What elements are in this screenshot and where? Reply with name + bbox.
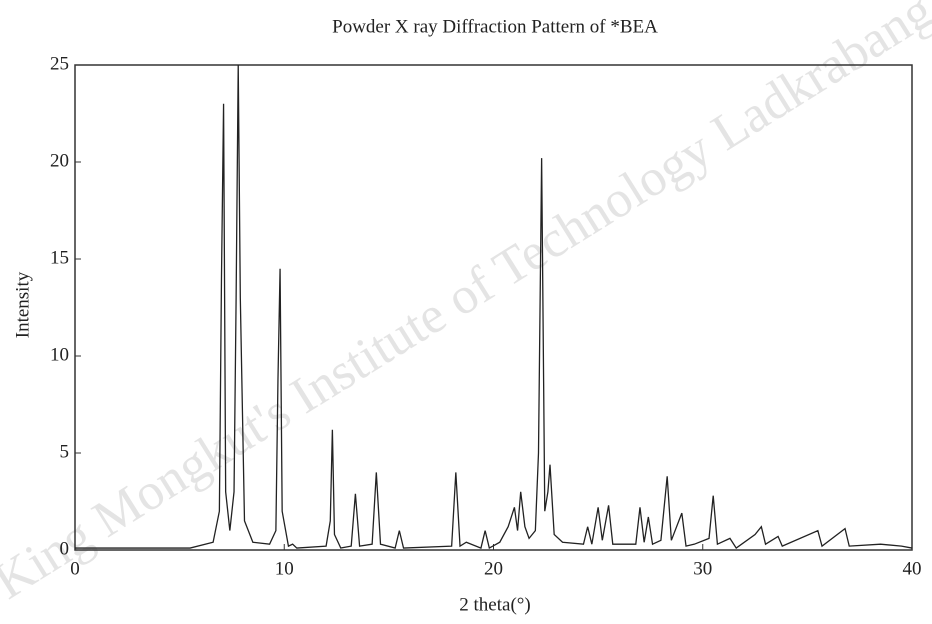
y-tick-label: 25 [50, 53, 69, 74]
y-axis-label: Intensity [12, 271, 33, 338]
page: King Mongkut's Institute of Technology L… [0, 0, 932, 624]
y-tick-label: 5 [60, 441, 70, 462]
y-tick-label: 20 [50, 150, 69, 171]
x-tick-label: 30 [693, 558, 712, 579]
x-axis-label: 2 theta(°) [459, 594, 530, 615]
x-tick-label: 0 [70, 558, 80, 579]
chart: King Mongkut's Institute of Technology L… [0, 0, 932, 624]
x-tick-label: 20 [484, 558, 503, 579]
watermark: King Mongkut's Institute of Technology L… [0, 0, 932, 610]
y-tick-label: 0 [60, 538, 70, 559]
y-tick-label: 15 [50, 247, 69, 268]
chart-title: Powder X ray Diffraction Pattern of *BEA [332, 16, 658, 37]
y-tick-label: 10 [50, 344, 69, 365]
x-tick-label: 40 [903, 558, 922, 579]
x-tick-label: 10 [275, 558, 294, 579]
